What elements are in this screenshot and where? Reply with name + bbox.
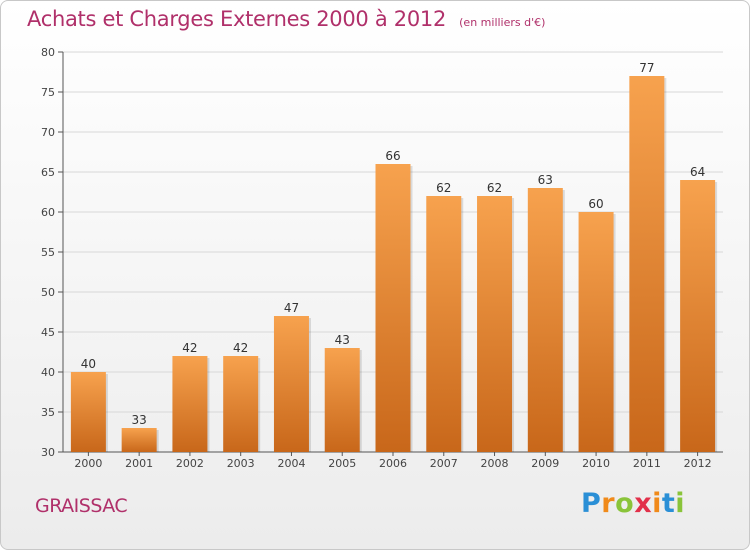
x-tick-label: 2008	[481, 457, 509, 470]
bar-2011	[629, 76, 665, 452]
x-tick-label: 2009	[531, 457, 559, 470]
y-tick-label: 70	[41, 126, 55, 139]
data-label-2002: 42	[182, 341, 197, 355]
y-tick-label: 65	[41, 166, 55, 179]
data-label-2008: 62	[487, 181, 502, 195]
bar-2003	[223, 356, 259, 452]
x-tick-label: 2006	[379, 457, 407, 470]
commune-name: GRAISSAC	[35, 495, 128, 517]
bar-2012	[680, 180, 716, 452]
x-tick-label: 2004	[277, 457, 305, 470]
bar-2005	[324, 348, 360, 452]
data-label-2007: 62	[436, 181, 451, 195]
bar-2006	[375, 164, 411, 452]
data-label-2011: 77	[639, 61, 654, 75]
y-tick-label: 75	[41, 86, 55, 99]
x-tick-label: 2011	[633, 457, 661, 470]
x-tick-label: 2000	[74, 457, 102, 470]
unit-note: (en milliers d'€)	[459, 16, 546, 29]
data-labels: 40 33 42 42 47 43 66 62 62 63 60 77 64	[81, 61, 706, 427]
y-tick-label: 60	[41, 206, 55, 219]
y-tick-label: 50	[41, 286, 55, 299]
x-tick-label: 2003	[227, 457, 255, 470]
y-tick-label: 35	[41, 406, 55, 419]
data-label-2012: 64	[690, 165, 705, 179]
title-line: Achats et Charges Externes 2000 à 2012 (…	[27, 7, 545, 31]
data-label-2000: 40	[81, 357, 96, 371]
bar-2000	[70, 372, 106, 452]
data-label-2003: 42	[233, 341, 248, 355]
data-label-2009: 63	[538, 173, 553, 187]
bar-2008	[477, 196, 513, 452]
y-tick-label: 45	[41, 326, 55, 339]
bar-2004	[273, 316, 309, 452]
x-tick-label: 2001	[125, 457, 153, 470]
data-label-2010: 60	[588, 197, 603, 211]
data-label-2004: 47	[284, 301, 299, 315]
x-tick-label: 2007	[430, 457, 458, 470]
y-tick-label: 30	[41, 446, 55, 459]
x-tick-label: 2012	[684, 457, 712, 470]
x-tick-label: 2010	[582, 457, 610, 470]
bar-2007	[426, 196, 462, 452]
data-label-2001: 33	[132, 413, 147, 427]
data-label-2006: 66	[385, 149, 400, 163]
x-tick-label: 2002	[176, 457, 204, 470]
bar-2009	[527, 188, 563, 452]
y-tick-label: 55	[41, 246, 55, 259]
brand-logo: Proxiti	[581, 488, 686, 519]
data-label-2005: 43	[335, 333, 350, 347]
bar-2010	[578, 212, 614, 452]
bars	[70, 76, 718, 452]
bar-2002	[172, 356, 208, 452]
chart-title: Achats et Charges Externes 2000 à 2012	[27, 7, 447, 31]
x-tick-label: 2005	[328, 457, 356, 470]
y-tick-label: 40	[41, 366, 55, 379]
y-tick-label: 80	[41, 46, 55, 59]
bar-2001	[121, 428, 157, 452]
